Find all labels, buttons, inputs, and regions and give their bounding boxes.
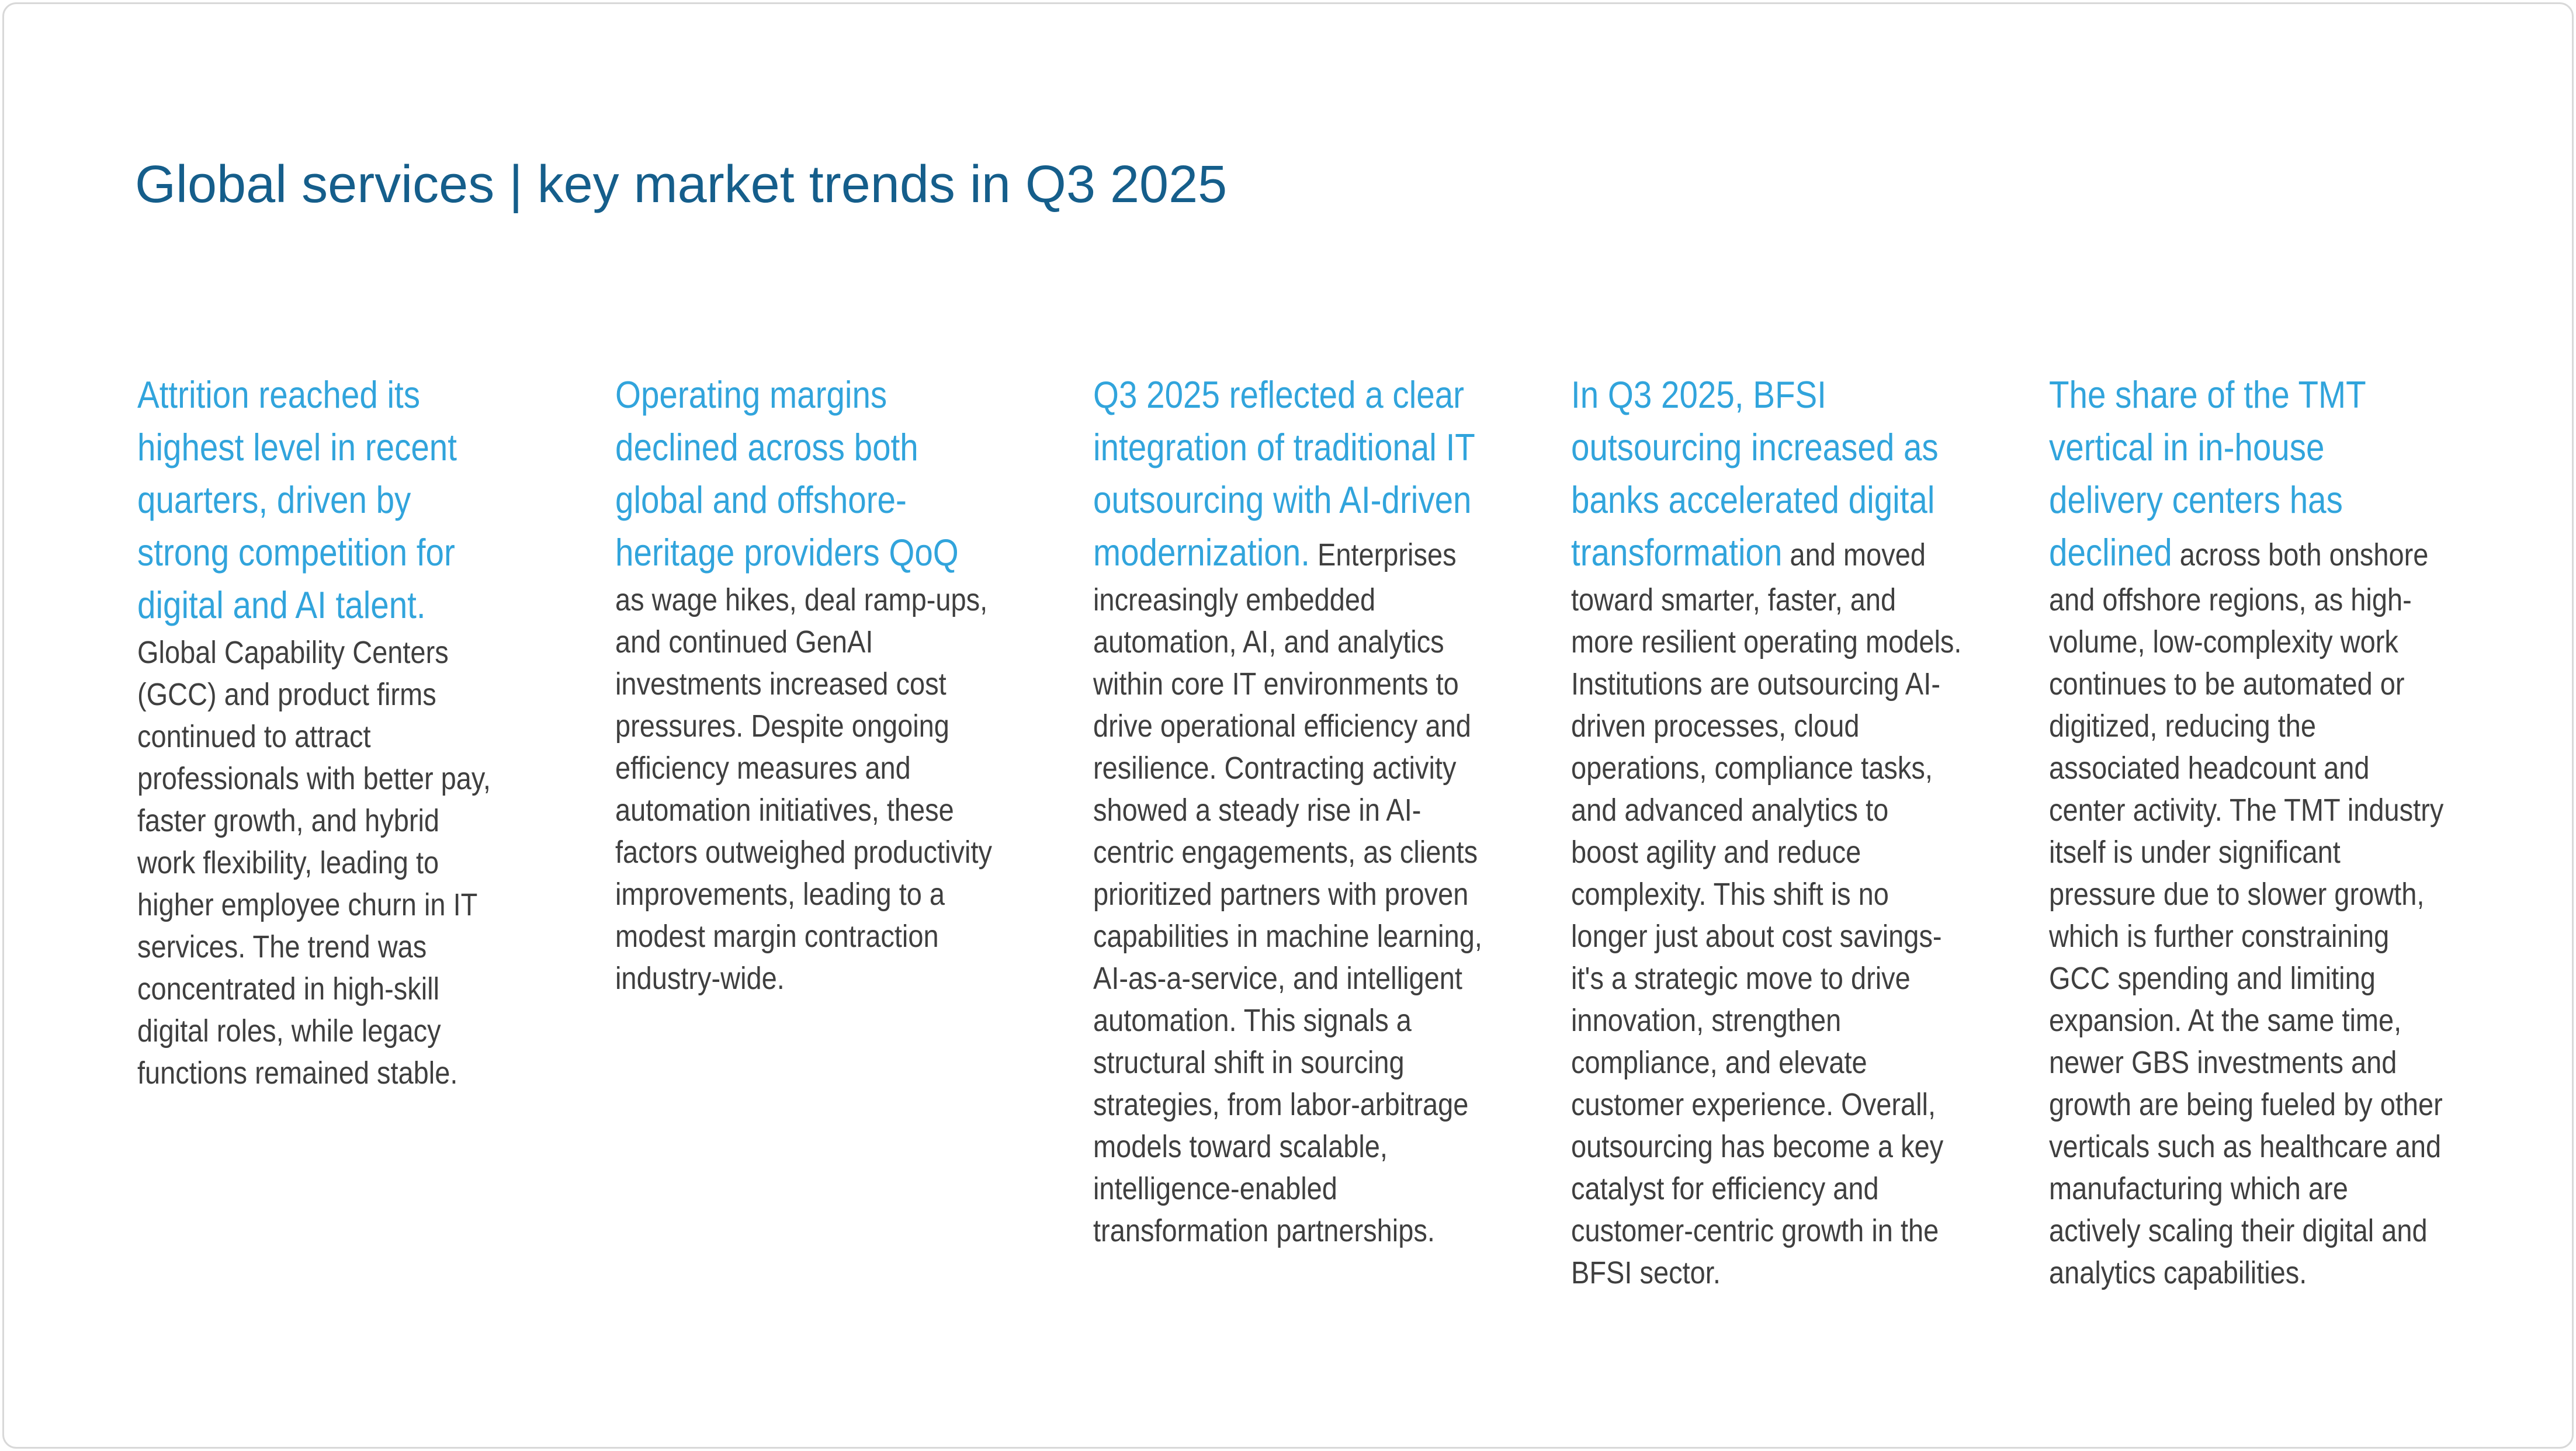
trend-column-bfsi: In Q3 2025, BFSI outsourcing increased a… <box>1571 369 1963 1294</box>
trend-column-tmt: The share of the TMT vertical in in-hous… <box>2049 369 2446 1294</box>
trend-column-operating-margins: Operating margins declined across both g… <box>615 369 994 999</box>
trend-column-attrition: Attrition reached its highest level in r… <box>137 369 493 1094</box>
trend-paragraph: In Q3 2025, BFSI outsourcing increased a… <box>1571 369 1963 1294</box>
column-headline: Attrition reached its highest level in r… <box>137 373 457 626</box>
trend-paragraph: Operating margins declined across both g… <box>615 369 994 999</box>
column-body: as wage hikes, deal ramp-ups, and contin… <box>615 582 993 996</box>
page-title: Global services | key market trends in Q… <box>135 155 1228 214</box>
column-body: and moved toward smarter, faster, and mo… <box>1571 537 1962 1290</box>
trend-paragraph: Attrition reached its highest level in r… <box>137 369 493 1094</box>
column-body: across both onshore and offshore regions… <box>2049 537 2444 1290</box>
column-body: Global Capability Centers (GCC) and prod… <box>137 635 491 1091</box>
column-body: Enterprises increasingly embedded automa… <box>1093 537 1482 1248</box>
trend-paragraph: The share of the TMT vertical in in-hous… <box>2049 369 2446 1294</box>
column-headline: The share of the TMT vertical in in-hous… <box>2049 373 2366 574</box>
column-headline: Operating margins declined across both g… <box>615 373 959 574</box>
column-headline: In Q3 2025, BFSI outsourcing increased a… <box>1571 373 1939 574</box>
trend-column-it-outsourcing-ai: Q3 2025 reflected a clear integration of… <box>1093 369 1490 1252</box>
column-headline: Q3 2025 reflected a clear integration of… <box>1093 373 1475 574</box>
trend-paragraph: Q3 2025 reflected a clear integration of… <box>1093 369 1490 1252</box>
